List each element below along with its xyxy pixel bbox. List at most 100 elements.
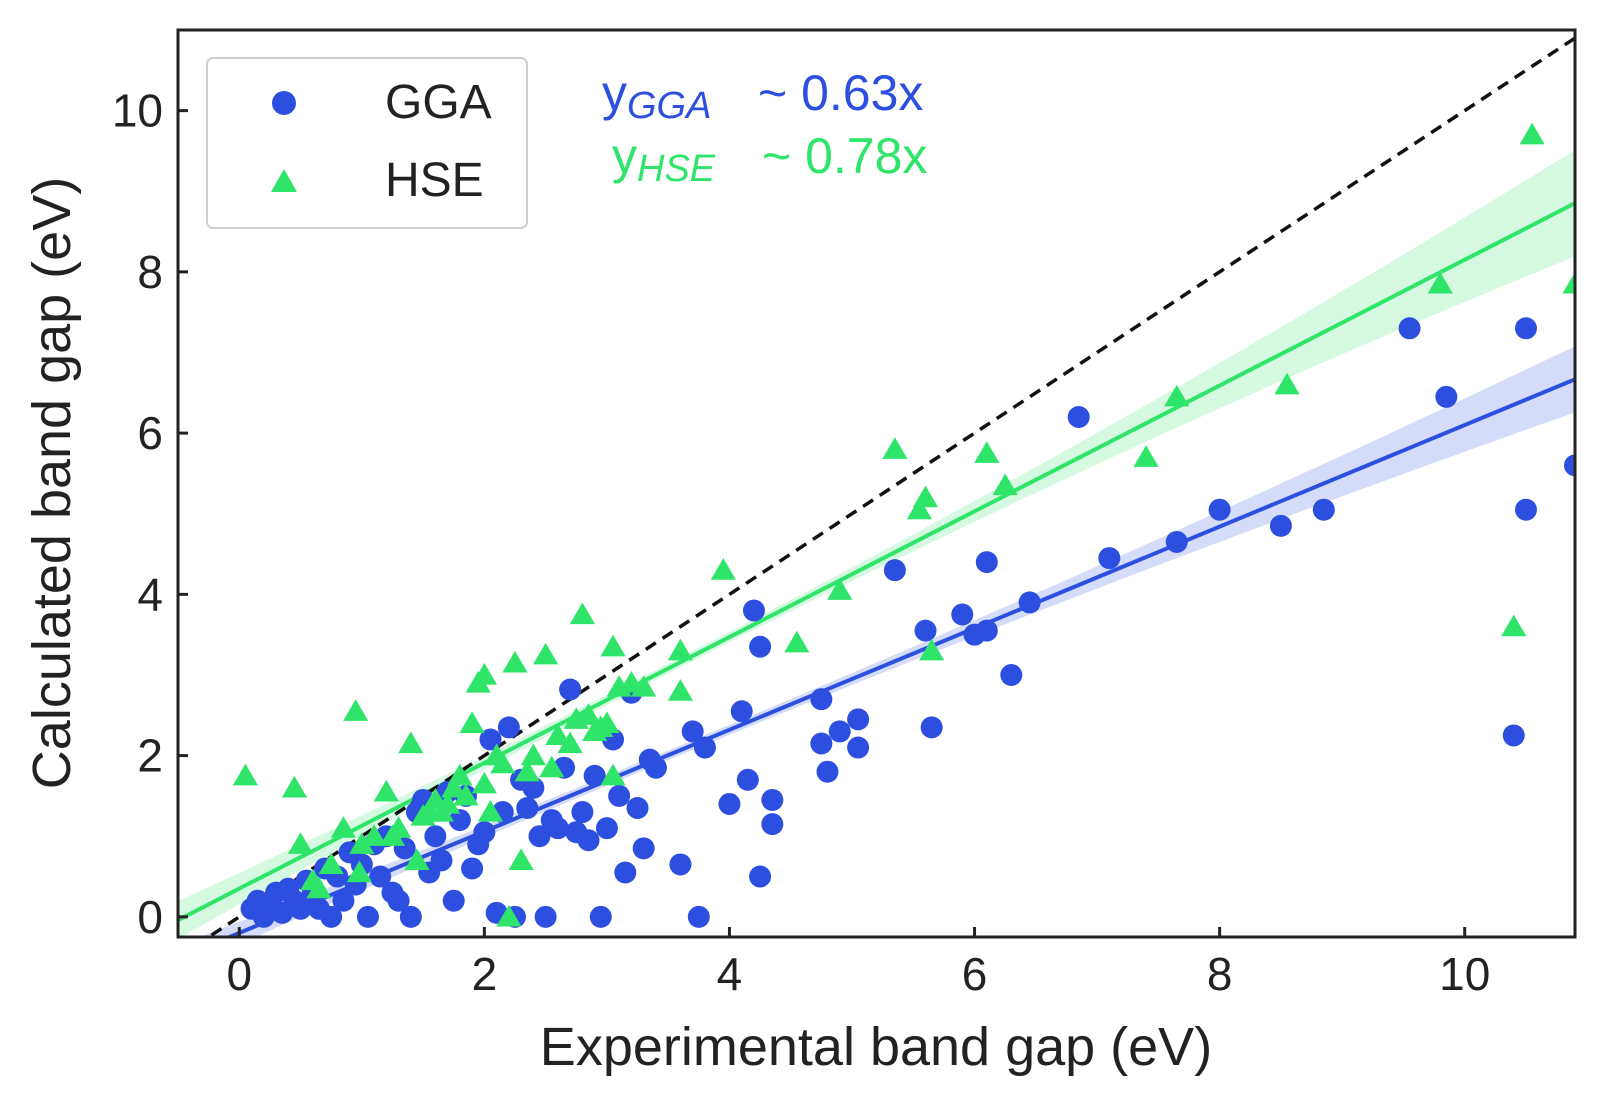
gga-point	[810, 688, 833, 711]
gga-point	[448, 809, 471, 832]
hse-point	[631, 675, 657, 697]
gga-point	[1576, 402, 1598, 424]
y-tick-label: 4	[137, 568, 163, 620]
gga-point	[1312, 498, 1335, 521]
y-axis-title: Calculated band gap (eV)	[22, 177, 82, 789]
x-tick-label: 6	[962, 948, 988, 1000]
gga-point	[669, 853, 692, 876]
gga-point	[632, 837, 655, 860]
gga-point	[883, 559, 906, 582]
gga-point	[1018, 591, 1041, 614]
gga-point	[761, 813, 784, 836]
hse-point	[496, 904, 522, 927]
gga-point	[571, 801, 594, 824]
gga-point	[847, 708, 870, 731]
gga-point	[442, 889, 465, 912]
gga-point	[1435, 385, 1458, 408]
gga-point	[730, 700, 753, 723]
hse-equation: yHSE ~ 0.78x	[612, 128, 927, 190]
hse-point	[569, 602, 595, 625]
hse-point	[667, 679, 694, 701]
hse-point	[477, 800, 504, 822]
legend: GGA HSE	[206, 57, 528, 229]
hse-point	[385, 816, 412, 838]
hse-point	[404, 848, 430, 871]
gga-point	[914, 619, 937, 642]
gga-point	[595, 817, 618, 840]
annotations: yGGA ~ 0.63x yHSE ~ 0.78x	[602, 65, 927, 190]
gga-point	[1514, 317, 1537, 340]
gga-point	[1269, 514, 1292, 537]
gga-point	[497, 716, 520, 739]
hse-point	[974, 441, 1000, 463]
y-axis: 0 2 4 6 8 10	[112, 85, 188, 943]
hse-point	[434, 791, 461, 814]
hse-point	[330, 816, 357, 838]
gga-point	[546, 817, 569, 840]
gga-point	[1067, 405, 1090, 428]
y-tick-label: 0	[137, 891, 163, 943]
x-tick-label: 8	[1207, 948, 1233, 1000]
hse-point	[827, 578, 853, 600]
gga-point	[718, 792, 741, 815]
plot-frame	[176, 28, 1577, 939]
gga-point	[583, 764, 606, 787]
legend-gga-marker	[272, 91, 296, 115]
hse-point	[318, 852, 344, 875]
gga-point	[742, 599, 765, 622]
hse-point	[343, 699, 369, 721]
hse-point	[502, 650, 528, 673]
gga-point	[1502, 724, 1525, 747]
gga-point	[608, 784, 631, 807]
gga-point	[749, 865, 772, 888]
gga-point	[1000, 663, 1023, 686]
gga-point	[522, 776, 545, 799]
hse-point	[441, 775, 467, 798]
gga-point	[626, 797, 649, 820]
hse-point	[1519, 122, 1545, 145]
hse-point	[882, 437, 908, 459]
hse-point	[281, 775, 308, 798]
hse-point	[575, 703, 602, 725]
gga-point	[1564, 454, 1575, 477]
hse-point	[514, 759, 540, 782]
gga-point	[430, 849, 453, 872]
hse-point	[361, 824, 387, 846]
gga-point	[399, 905, 422, 928]
hse-point	[1562, 271, 1575, 294]
gga-equation: yGGA ~ 0.63x	[602, 65, 923, 127]
x-tick-label: 4	[717, 948, 743, 1000]
hse-point	[539, 755, 565, 778]
y-tick-label: 10	[112, 85, 163, 137]
hse-point	[784, 630, 810, 653]
hse-point	[545, 723, 571, 746]
x-tick-label: 10	[1439, 948, 1490, 1000]
legend-hse-marker	[271, 169, 297, 192]
y-tick-label: 8	[137, 246, 163, 298]
data-points	[232, 122, 1598, 928]
gga-point	[577, 829, 600, 852]
hse-point	[232, 763, 258, 786]
hse-point	[453, 783, 479, 806]
hse-point	[508, 848, 534, 871]
gga-point	[687, 905, 710, 928]
x-tick-label: 2	[472, 948, 498, 1000]
hse-equation-sub: HSE	[637, 148, 716, 190]
hse-point	[992, 473, 1018, 496]
gga-point	[810, 732, 833, 755]
hse-point	[710, 558, 736, 580]
hse-point	[912, 485, 939, 508]
hse-point	[346, 860, 372, 883]
hse-point	[557, 731, 583, 754]
hse-point	[533, 642, 559, 665]
gga-point	[975, 551, 998, 574]
gga-point	[473, 821, 496, 844]
gga-point	[332, 889, 355, 912]
hse-point	[447, 763, 473, 786]
gga-point	[424, 825, 447, 848]
legend-gga-label: GGA	[385, 76, 492, 129]
y-tick-label: 6	[137, 407, 163, 459]
gga-point	[559, 678, 582, 701]
gga-equation-base: y	[602, 65, 627, 121]
